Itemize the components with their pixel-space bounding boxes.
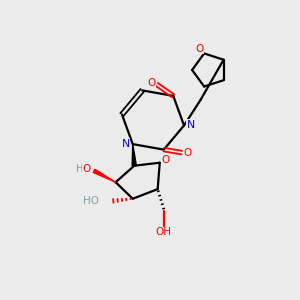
Text: O: O — [162, 155, 170, 165]
Text: HO: HO — [82, 196, 99, 206]
Text: O: O — [196, 44, 204, 54]
Polygon shape — [93, 169, 116, 182]
Polygon shape — [132, 144, 136, 166]
Text: N: N — [122, 139, 130, 148]
Text: N: N — [187, 120, 195, 130]
Text: H: H — [76, 164, 84, 174]
Text: OH: OH — [156, 227, 172, 237]
Text: O: O — [82, 164, 91, 174]
Text: O: O — [184, 148, 192, 158]
Text: O: O — [147, 78, 155, 88]
